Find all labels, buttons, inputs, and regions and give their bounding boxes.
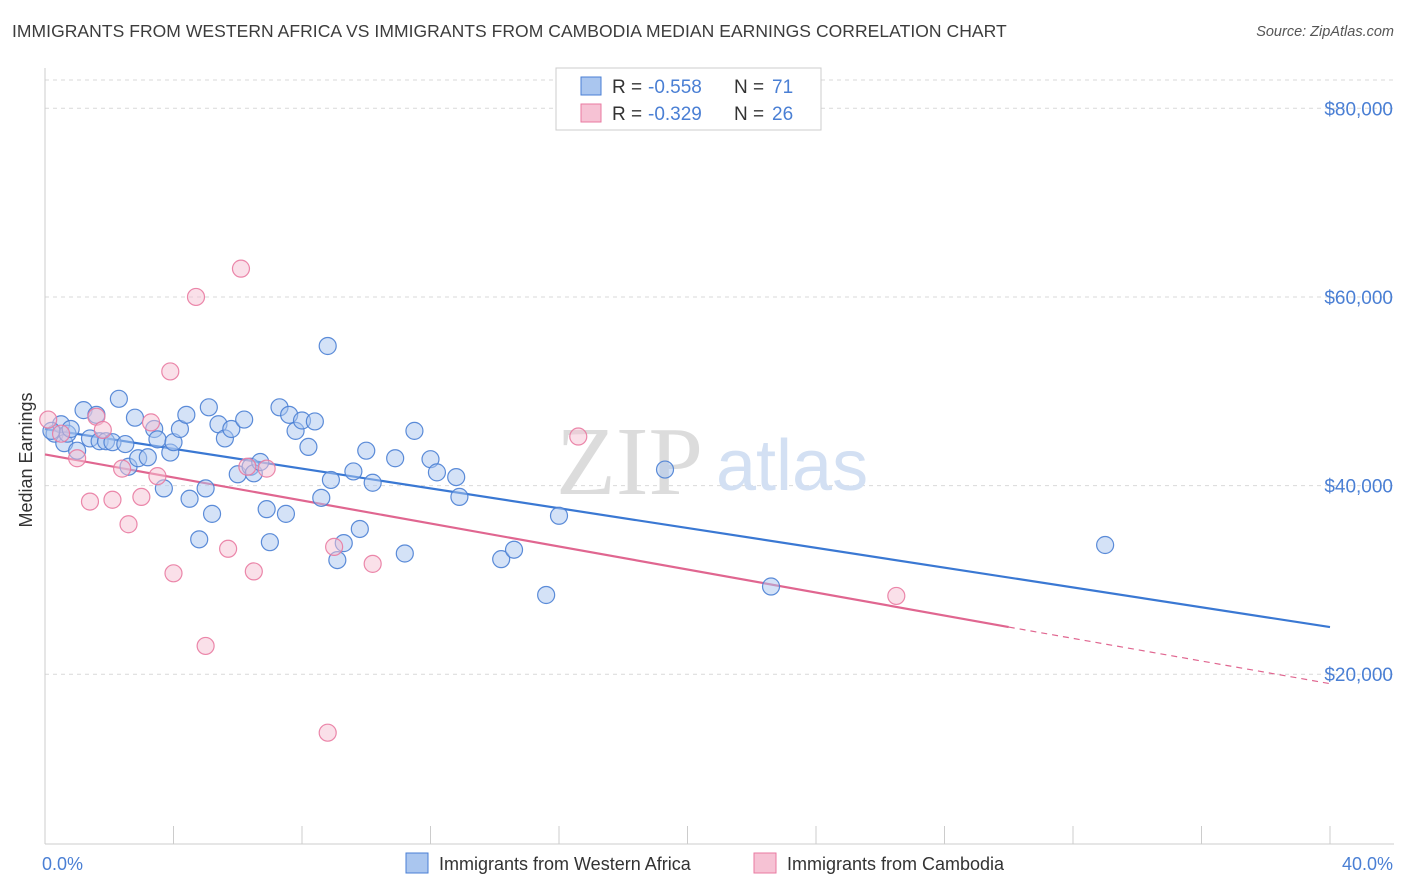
stats-legend-box: R = -0.558 N = 71 R = -0.329 N = 26 [555,67,822,131]
watermark-atlas: atlas [716,426,868,506]
points-layer [39,259,1115,742]
point-western-africa [125,408,145,427]
point-cambodia [196,636,215,656]
watermark-zip: ZIP [556,408,703,516]
stats-n-label-2: N = [734,104,764,125]
point-western-africa [395,544,414,563]
point-western-africa [299,437,318,457]
bottom-legend: Immigrants from Western Africa Immigrant… [405,852,1005,874]
point-cambodia [238,457,257,476]
point-cambodia [219,539,238,558]
point-cambodia [231,259,251,278]
point-western-africa [504,540,524,559]
point-western-africa [148,430,167,449]
point-cambodia [148,467,167,486]
point-western-africa [260,533,279,552]
stats-r-value-1: -0.558 [648,77,702,98]
point-cambodia [257,459,276,478]
point-western-africa [318,336,337,356]
point-cambodia [161,362,180,381]
point-cambodia [363,554,382,573]
point-cambodia [318,723,337,742]
point-western-africa [447,467,466,487]
point-western-africa [386,449,405,468]
legend-swatch-western-africa [405,852,429,874]
point-cambodia [132,487,151,506]
point-cambodia [112,459,132,478]
point-western-africa [492,550,511,569]
point-western-africa [450,487,469,506]
point-cambodia [39,410,58,429]
point-western-africa [202,504,222,523]
stats-swatch-cambodia [580,103,602,123]
point-cambodia [119,515,138,534]
point-western-africa [177,405,196,424]
point-western-africa [116,434,135,454]
point-western-africa [276,504,296,523]
stats-swatch-western-africa [580,76,602,96]
point-cambodia [186,287,206,307]
point-western-africa [549,506,569,525]
point-western-africa [761,577,781,596]
point-western-africa [138,448,157,467]
point-western-africa [109,389,128,408]
y-tick-labels: $20,000 $40,000 $60,000 $80,000 [1324,99,1393,686]
chart-title: IMMIGRANTS FROM WESTERN AFRICA VS IMMIGR… [12,21,1007,41]
stats-r-label-2: R = [612,104,642,125]
trendline-cambodia-extrapolated [1008,626,1331,685]
point-cambodia [51,424,71,443]
point-cambodia [141,413,161,432]
legend-label-cambodia: Immigrants from Cambodia [787,854,1005,874]
point-western-africa [305,412,324,431]
point-western-africa [537,585,556,605]
point-western-africa [196,479,215,498]
point-cambodia [103,490,122,509]
point-cambodia [569,427,588,446]
x-tick-labels: 0.0% 40.0% [42,854,1393,874]
point-western-africa [363,473,382,492]
legend-swatch-cambodia [753,852,777,874]
y-tick-label: $20,000 [1324,665,1393,686]
stats-n-value-2: 26 [772,104,793,125]
point-cambodia [325,537,344,556]
point-western-africa [180,489,199,508]
point-cambodia [244,562,263,581]
point-western-africa [405,421,424,440]
point-cambodia [887,586,906,606]
point-western-africa [1096,535,1115,555]
point-western-africa [190,530,209,549]
point-western-africa [222,419,241,439]
point-western-africa [199,398,218,417]
stats-r-label-1: R = [612,77,642,98]
watermark: ZIP atlas [556,408,868,516]
chart-source: Source: ZipAtlas.com [1256,24,1394,40]
y-axis-title: Median Earnings [16,392,36,527]
legend-label-western-africa: Immigrants from Western Africa [439,854,692,874]
y-tick-label: $80,000 [1324,99,1393,120]
stats-r-value-2: -0.329 [648,104,702,125]
point-cambodia [164,564,183,583]
point-western-africa [357,441,376,460]
point-western-africa [655,460,675,479]
y-tick-label: $40,000 [1324,477,1393,498]
point-western-africa [312,488,331,507]
x-tick-label: 0.0% [42,854,83,874]
point-western-africa [235,410,254,429]
y-tick-label: $60,000 [1324,288,1393,309]
stats-n-value-1: 71 [772,77,793,98]
grid-layer [45,79,1394,675]
point-western-africa [344,462,363,481]
point-cambodia [93,420,112,440]
stats-n-label-1: N = [734,77,764,98]
x-tick-label: 40.0% [1342,854,1393,874]
axes-layer [44,68,1394,845]
point-cambodia [68,449,87,468]
point-western-africa [350,519,369,539]
point-cambodia [80,492,100,511]
point-western-africa [427,463,447,482]
point-western-africa [321,470,341,490]
point-western-africa [257,500,276,519]
